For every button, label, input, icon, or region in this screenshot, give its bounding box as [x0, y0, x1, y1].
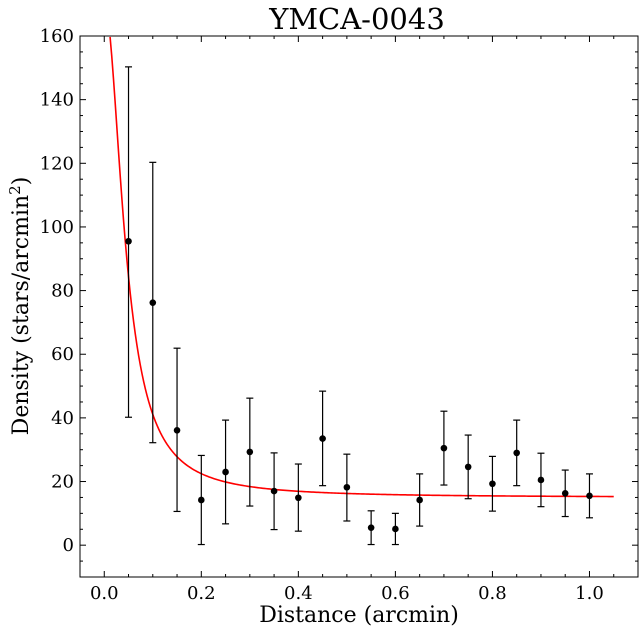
y-tick-label: 80: [51, 281, 74, 302]
y-axis-label-superscript: 2: [6, 185, 24, 195]
y-tick-label: 100: [40, 217, 74, 238]
y-tick-label: 40: [51, 408, 74, 429]
x-tick-label: 0.0: [90, 583, 119, 604]
x-tick-label: 0.6: [381, 583, 410, 604]
data-point: [561, 490, 569, 497]
y-tick-label: 140: [40, 90, 74, 111]
data-point: [489, 480, 496, 488]
data-point: [125, 237, 132, 245]
x-tick-label: 0.4: [284, 583, 313, 604]
data-point: [586, 492, 593, 500]
data-point: [392, 525, 399, 533]
data-point: [270, 487, 278, 495]
x-tick-label: 0.8: [478, 583, 507, 604]
plot-frame: [79, 35, 639, 578]
y-axis-label-close: ): [9, 177, 34, 186]
data-point: [319, 435, 326, 442]
y-tick-label: 20: [51, 472, 74, 493]
data-point: [537, 476, 545, 484]
data-point: [440, 444, 448, 452]
data-point: [343, 483, 351, 491]
data-marks: [109, 36, 614, 546]
y-axis-label: Density (stars/arcmin2): [6, 177, 34, 436]
data-point: [367, 524, 375, 531]
data-point: [295, 494, 302, 502]
y-tick-label: 0: [63, 535, 74, 556]
y-tick-label: 60: [51, 344, 74, 365]
data-point: [464, 463, 472, 471]
data-point: [173, 426, 181, 434]
data-point: [198, 496, 205, 504]
y-tick-label: 120: [40, 153, 74, 174]
tick-labels: 0.0 0.2 0.4 0.6 0.8 1.0 0 20 40 60 80 100 120 140 160: [40, 26, 604, 604]
data-point: [416, 496, 423, 504]
x-tick-label: 1.0: [575, 583, 604, 604]
data-point: [246, 448, 254, 456]
plot-area: [79, 35, 639, 578]
data-point: [149, 299, 157, 306]
y-axis-label-main: Density (stars/arcmin: [9, 195, 34, 436]
data-point: [222, 468, 229, 476]
data-point: [513, 449, 520, 457]
model-fit-curve: [109, 36, 614, 498]
x-axis-label: Distance (arcmin): [259, 603, 459, 628]
y-tick-label: 160: [40, 26, 74, 47]
chart-title: YMCA-0043: [268, 2, 445, 36]
x-tick-label: 0.2: [187, 583, 216, 604]
